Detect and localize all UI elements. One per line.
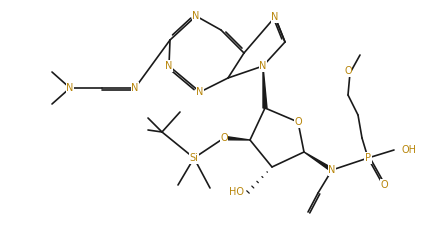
Text: N: N — [196, 87, 204, 97]
Text: OH: OH — [402, 145, 417, 155]
Text: N: N — [165, 61, 173, 71]
Polygon shape — [304, 152, 333, 172]
Text: O: O — [220, 133, 228, 143]
Text: Si: Si — [189, 153, 198, 163]
Polygon shape — [263, 66, 267, 108]
Text: N: N — [259, 61, 267, 71]
Text: O: O — [344, 66, 352, 76]
Text: O: O — [294, 117, 302, 127]
Text: HO: HO — [229, 187, 244, 197]
Text: N: N — [328, 165, 335, 175]
Polygon shape — [224, 136, 250, 140]
Text: N: N — [192, 11, 200, 21]
Text: N: N — [131, 83, 139, 93]
Text: O: O — [380, 180, 388, 190]
Text: N: N — [271, 12, 279, 22]
Text: N: N — [66, 83, 74, 93]
Text: P: P — [365, 153, 371, 163]
